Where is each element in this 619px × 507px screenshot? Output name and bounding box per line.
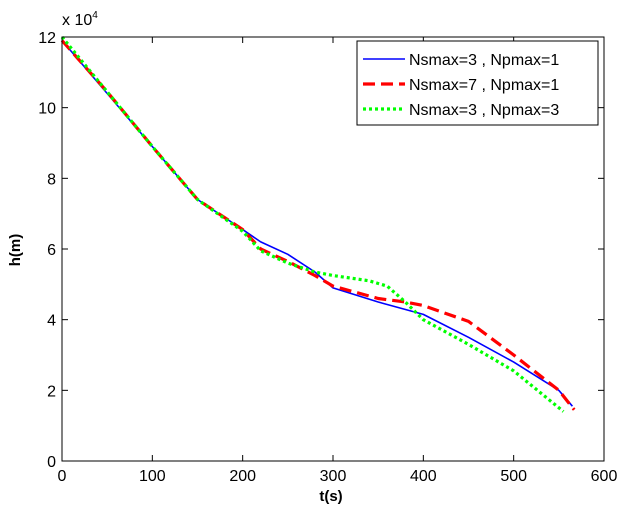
legend-label-2: Nsmax=7 , Npmax=1: [409, 77, 559, 94]
y-tick-label: 0: [47, 454, 56, 471]
legend-label-3: Nsmax=3 , Npmax=3: [409, 102, 559, 119]
legend-box: [356, 40, 599, 126]
y-tick-label: 12: [38, 30, 56, 47]
plot-lines: [60, 35, 576, 413]
y-tick-label: 8: [47, 171, 56, 188]
y-exponent-base: x 10: [62, 12, 92, 29]
axes: 0 100 200 300 400 500 600 0 2 4 6 8 10 12: [38, 30, 617, 485]
x-axis-label: t(s): [319, 488, 342, 505]
y-tick-label: 2: [47, 383, 56, 400]
x-tick-label: 400: [410, 468, 437, 485]
x-tick-label: 500: [500, 468, 527, 485]
x-tick-label: 0: [58, 468, 67, 485]
legend-label-1: Nsmax=3 , Npmax=1: [409, 52, 559, 69]
x-tick-label: 300: [320, 468, 347, 485]
y-tick-label: 4: [47, 313, 56, 330]
x-tick-label: 100: [139, 468, 166, 485]
y-tick-label: 10: [38, 101, 56, 118]
y-tick-label: 6: [47, 242, 56, 259]
series-line-2: [60, 39, 576, 411]
y-axis-label: h(m): [7, 234, 24, 267]
x-tick-label: 600: [591, 468, 618, 485]
series-line-3: [60, 35, 565, 413]
legend[interactable]: Nsmax=3 , Npmax=1 Nsmax=7 , Npmax=1 Nsmax=…: [356, 40, 599, 126]
x-tick-label: 200: [229, 468, 256, 485]
y-exponent-power: 4: [92, 10, 98, 21]
y-exponent-label: x 104: [62, 10, 98, 29]
